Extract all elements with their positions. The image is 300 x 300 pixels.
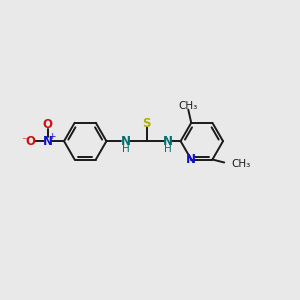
- Text: N: N: [121, 135, 130, 148]
- Text: ⁻: ⁻: [21, 136, 27, 146]
- Text: H: H: [122, 144, 129, 154]
- Text: N: N: [186, 153, 196, 166]
- Text: CH₃: CH₃: [179, 101, 198, 111]
- Text: N: N: [43, 135, 53, 148]
- Text: N: N: [163, 135, 173, 148]
- Text: +: +: [49, 132, 56, 141]
- Text: H: H: [164, 144, 172, 154]
- Text: O: O: [43, 118, 53, 131]
- Text: O: O: [26, 135, 36, 148]
- Text: CH₃: CH₃: [231, 159, 250, 169]
- Text: S: S: [142, 117, 151, 130]
